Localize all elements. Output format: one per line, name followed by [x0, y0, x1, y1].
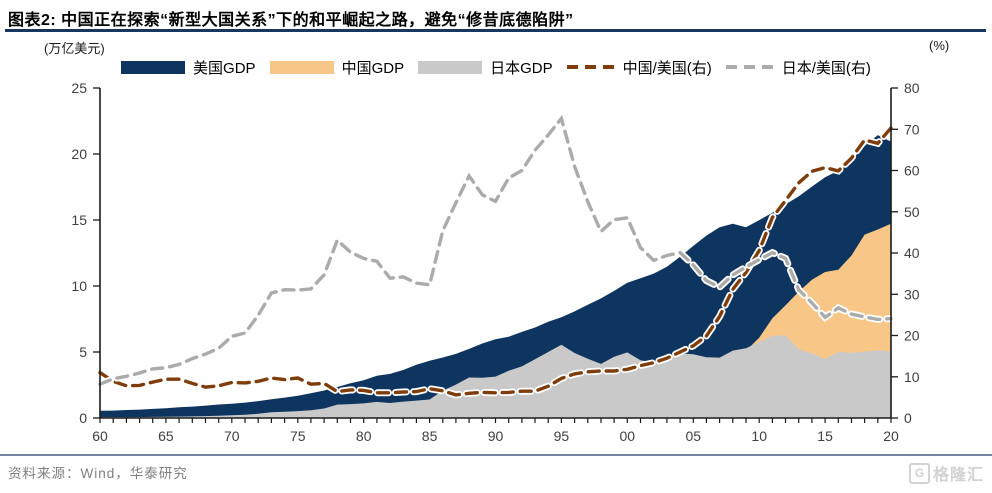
right-tick-label: 10 — [904, 369, 920, 385]
gelonghui-watermark: G 格隆汇 — [908, 461, 984, 485]
page-title: 图表2: 中国正在探索“新型大国关系”下的和平崛起之路，避免“修昔底德陷阱” — [8, 12, 574, 29]
japan-us-ratio-swatch — [725, 65, 774, 69]
source-text: 资料来源：Wind，华泰研究 — [8, 466, 188, 481]
left-tick-label: 15 — [71, 212, 87, 228]
x-tick-label: 60 — [92, 428, 108, 444]
legend-label: 中国GDP — [341, 59, 405, 77]
right-tick-label: 20 — [904, 328, 920, 344]
right-tick-label: 60 — [904, 163, 920, 179]
line-japan-us-ratio — [98, 114, 893, 386]
left-tick-label: 5 — [79, 344, 87, 360]
legend-label: 中国/美国(右) — [622, 59, 712, 77]
x-tick-label: 20 — [883, 428, 899, 444]
legend-item: 中国/美国(右) — [566, 57, 712, 78]
legend-item: 日本GDP — [418, 57, 553, 78]
left-tick-label: 10 — [71, 278, 87, 294]
x-tick-label: 90 — [488, 428, 504, 444]
x-tick-label: 10 — [751, 428, 767, 444]
watermark-g-icon: G — [908, 462, 930, 484]
x-tick-label: 65 — [158, 428, 174, 444]
x-tick-label: 75 — [290, 428, 306, 444]
gdp-areas — [100, 135, 891, 418]
left-axis-unit: (万亿美元) — [44, 41, 105, 56]
line-china-us-ratio — [98, 126, 893, 397]
legend-label: 美国GDP — [193, 59, 256, 77]
x-tick-label: 15 — [817, 428, 833, 444]
right-tick-label: 40 — [904, 245, 920, 261]
title-rule — [5, 29, 986, 32]
right-tick-label: 70 — [904, 121, 920, 137]
chart-legend: 美国GDP 中国GDP 日本GDP 中国/美国(右) 日本/美国(右) — [0, 56, 992, 78]
japan-gdp-swatch — [418, 60, 483, 74]
right-tick-label: 30 — [904, 286, 920, 302]
axis-ticks — [93, 87, 898, 423]
x-tick-label: 00 — [620, 428, 636, 444]
right-tick-label: 50 — [904, 204, 920, 220]
area-japan-gdp — [100, 335, 891, 418]
china-us-ratio-swatch — [566, 65, 615, 69]
left-tick-label: 20 — [71, 146, 87, 162]
legend-item: 中国GDP — [269, 57, 405, 78]
legend-label: 日本/美国(右) — [781, 59, 871, 77]
ratio-lines — [96, 110, 895, 399]
left-tick-label: 0 — [79, 410, 87, 426]
x-tick-label: 70 — [224, 428, 240, 444]
x-tick-label: 80 — [356, 428, 372, 444]
right-tick-label: 0 — [904, 410, 912, 426]
legend-label: 日本GDP — [490, 59, 553, 77]
x-tick-label: 85 — [422, 428, 438, 444]
x-tick-label: 95 — [554, 428, 570, 444]
legend-item: 美国GDP — [121, 57, 256, 78]
legend-item: 日本/美国(右) — [725, 57, 871, 78]
china-gdp-swatch — [269, 60, 334, 74]
left-tick-label: 25 — [71, 80, 87, 96]
x-tick-label: 05 — [686, 428, 702, 444]
right-axis-unit: (%) — [929, 38, 950, 53]
right-tick-label: 80 — [904, 80, 920, 96]
us-gdp-swatch — [121, 60, 186, 74]
watermark-text: 格隆汇 — [932, 467, 984, 484]
divider-rule — [0, 454, 992, 456]
